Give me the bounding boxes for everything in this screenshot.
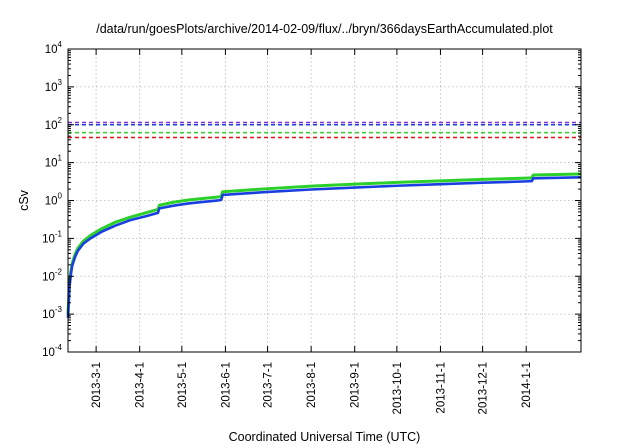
x-tick-label: 2013-6-1 [220, 362, 232, 408]
y-tick-label: 10-3 [42, 305, 62, 321]
y-tick-label: 10-4 [42, 343, 62, 359]
x-tick-label: 2013-11-1 [435, 362, 447, 414]
series-line [66, 172, 582, 315]
x-tick-label: 2013-4-1 [135, 362, 147, 408]
y-tick-label: 10-1 [42, 229, 62, 245]
y-tick-label: 103 [45, 78, 63, 94]
x-axis-label: Coordinated Universal Time (UTC) [229, 430, 421, 444]
y-tick-label: 104 [45, 40, 63, 56]
series-line [66, 175, 582, 318]
x-tick-label: 2013-3-1 [91, 362, 103, 408]
y-tick-labels: 10-4 10-3 10-2 10-1 100 101 102 103 104 [42, 40, 62, 359]
y-tick-label: 101 [45, 154, 63, 170]
x-tick-label: 2013-8-1 [306, 362, 318, 408]
y-axis-label: cSv [17, 189, 31, 211]
chart-title: /data/run/goesPlots/archive/2014-02-09/f… [96, 22, 553, 36]
y-tick-label: 10-2 [42, 267, 62, 283]
x-tick-label: 2013-10-1 [392, 362, 404, 414]
x-tick-label: 2013-9-1 [350, 362, 362, 408]
x-tick-label: 2013-7-1 [263, 362, 275, 408]
x-tick-label: 2014-1-1 [521, 362, 533, 408]
grid-lines [68, 49, 581, 352]
x-tick-label: 2013-5-1 [177, 362, 189, 408]
series-lines [66, 172, 582, 318]
y-tick-label: 100 [45, 192, 63, 208]
x-tick-labels: 2013-3-1 2013-4-1 2013-5-1 2013-6-1 2013-7-1… [91, 362, 533, 414]
x-tick-label: 2013-12-1 [478, 362, 490, 414]
reference-lines [68, 121, 581, 139]
y-tick-label: 102 [45, 116, 63, 132]
plot-frame [67, 48, 582, 353]
